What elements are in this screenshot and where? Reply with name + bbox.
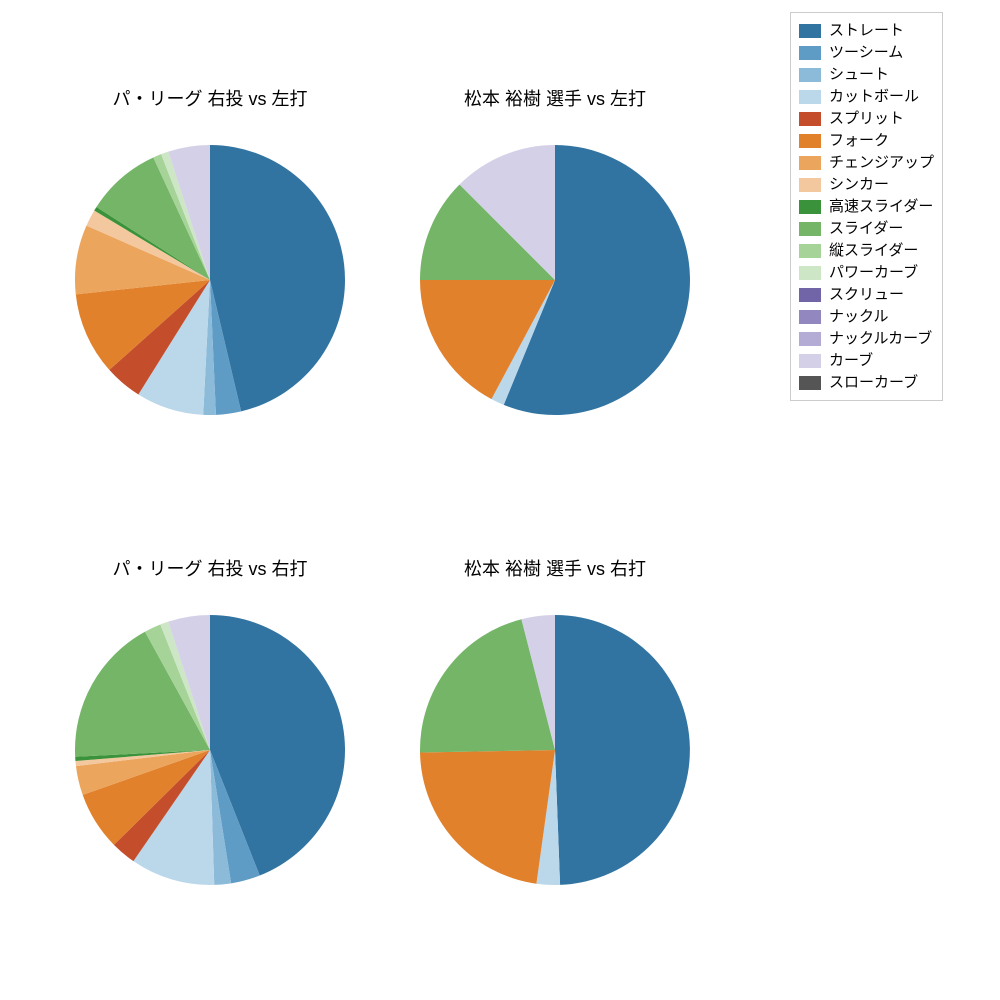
pie-slice: [160, 622, 210, 750]
pie-slice: [491, 280, 555, 405]
legend-swatch: [799, 266, 821, 280]
pie-slice: [203, 280, 216, 415]
chart-title: パ・リーグ 右投 vs 左打: [10, 85, 410, 111]
legend-label: シュート: [829, 64, 889, 85]
pie-slice: [133, 750, 214, 885]
slice-value-label: 21.3: [466, 685, 493, 701]
pie-slice: [420, 280, 555, 399]
slice-value-label: 44.0: [296, 723, 323, 739]
legend-item: スローカーブ: [799, 372, 934, 393]
legend-swatch: [799, 310, 821, 324]
slice-value-label: 9.0: [136, 199, 155, 215]
legend-item: シンカー: [799, 174, 934, 195]
pie-slice: [76, 280, 210, 370]
chart-title: 松本 裕樹 選手 vs 右打: [355, 555, 755, 581]
legend-item: チェンジアップ: [799, 152, 934, 173]
legend-swatch: [799, 46, 821, 60]
pie-slice: [76, 750, 210, 795]
legend-label: スローカーブ: [829, 372, 918, 393]
legend-swatch: [799, 112, 821, 126]
pie-slice: [420, 185, 555, 280]
pie-slice: [153, 154, 210, 280]
legend-label: フォーク: [829, 130, 889, 151]
legend-label: カーブ: [829, 350, 873, 371]
slice-value-label: 8.1: [172, 362, 191, 378]
legend-item: フォーク: [799, 130, 934, 151]
legend-item: ナックル: [799, 306, 934, 327]
pie-slice: [161, 152, 210, 280]
legend-swatch: [799, 200, 821, 214]
slice-value-label: 9.9: [111, 311, 130, 327]
pie-slice: [109, 280, 210, 394]
legend-label: ツーシーム: [829, 42, 903, 63]
legend-swatch: [799, 156, 821, 170]
legend-swatch: [799, 376, 821, 390]
chart-title: パ・リーグ 右投 vs 右打: [10, 555, 410, 581]
legend-swatch: [799, 90, 821, 104]
pie-slice: [210, 750, 231, 885]
slice-value-label: 56.2: [641, 292, 668, 308]
legend-swatch: [799, 288, 821, 302]
legend-swatch: [799, 332, 821, 346]
pie-slice: [210, 615, 345, 876]
pie-slice: [521, 615, 555, 750]
slice-value-label: 10.1: [170, 833, 197, 849]
slice-value-label: 12.5: [454, 236, 481, 252]
legend-swatch: [799, 244, 821, 258]
legend-swatch: [799, 24, 821, 38]
pie-slice: [168, 615, 210, 750]
legend-swatch: [799, 178, 821, 192]
chart-title: 松本 裕樹 選手 vs 左打: [355, 85, 755, 111]
pie-slice: [75, 632, 210, 757]
legend-label: カットボール: [829, 86, 919, 107]
legend-label: スライダー: [829, 218, 903, 239]
pie-slice: [210, 750, 260, 883]
legend-label: スクリュー: [829, 284, 904, 305]
legend-label: 縦スライダー: [829, 240, 918, 261]
pie-slice: [75, 226, 210, 295]
legend-item: 縦スライダー: [799, 240, 934, 261]
legend-item: カットボール: [799, 86, 934, 107]
legend-label: パワーカーブ: [829, 262, 918, 283]
slice-value-label: 17.8: [111, 695, 138, 711]
pie-slice: [83, 750, 210, 845]
legend-swatch: [799, 134, 821, 148]
legend-item: パワーカーブ: [799, 262, 934, 283]
legend-swatch: [799, 222, 821, 236]
legend-item: ストレート: [799, 20, 934, 41]
legend-swatch: [799, 354, 821, 368]
slice-value-label: 8.3: [104, 257, 123, 273]
pie-slice: [145, 624, 210, 750]
legend-item: ナックルカーブ: [799, 328, 934, 349]
pie-slice: [210, 280, 241, 415]
pie-slice: [75, 750, 210, 761]
slice-value-label: 46.3: [297, 260, 324, 276]
pie-slice: [210, 145, 345, 411]
legend-item: スクリュー: [799, 284, 934, 305]
pie-slice: [75, 750, 210, 766]
legend-item: カーブ: [799, 350, 934, 371]
pie-slice: [460, 145, 555, 280]
legend-item: ツーシーム: [799, 42, 934, 63]
legend-item: シュート: [799, 64, 934, 85]
pie-slice: [138, 280, 210, 415]
legend-swatch: [799, 68, 821, 82]
legend-label: チェンジアップ: [829, 152, 934, 173]
legend-label: ストレート: [829, 20, 904, 41]
slice-value-label: 12.5: [505, 185, 532, 201]
legend-item: スライダー: [799, 218, 934, 239]
legend-label: ナックルカーブ: [829, 328, 932, 349]
slice-value-label: 17.2: [460, 321, 487, 337]
legend-label: 高速スライダー: [829, 196, 933, 217]
slice-value-label: 49.4: [643, 740, 670, 756]
slice-value-label: 22.5: [471, 805, 498, 821]
legend-label: スプリット: [829, 108, 904, 129]
legend-item: 高速スライダー: [799, 196, 934, 217]
pie-slice: [536, 750, 560, 885]
legend-item: スプリット: [799, 108, 934, 129]
pitch-type-legend: ストレートツーシームシュートカットボールスプリットフォークチェンジアップシンカー…: [790, 12, 943, 401]
pie-slice: [168, 145, 210, 280]
legend-label: ナックル: [829, 306, 889, 327]
legend-label: シンカー: [829, 174, 889, 195]
